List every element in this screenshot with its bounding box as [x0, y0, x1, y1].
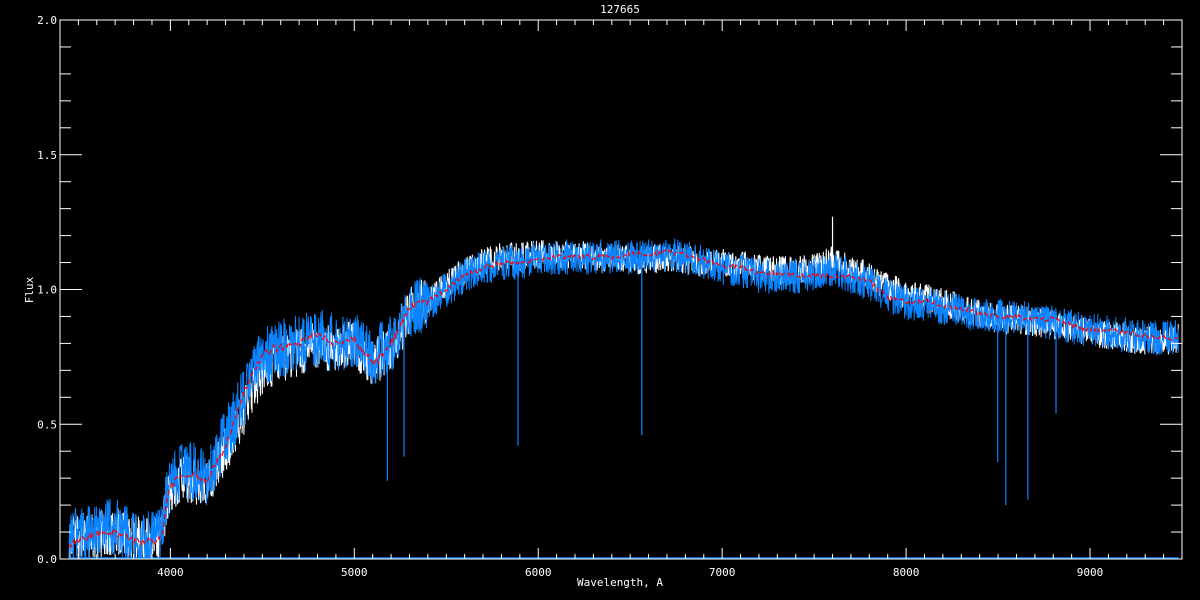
y-tick-label: 0.5 — [37, 418, 57, 431]
series-2 — [68, 248, 1178, 549]
series-line-0 — [68, 240, 1179, 560]
y-tick-label: 1.0 — [37, 284, 57, 297]
series-line-1 — [68, 238, 1179, 560]
series-layer — [68, 216, 1179, 560]
x-axis-label: Wavelength, A — [577, 576, 663, 589]
x-tick-label: 4000 — [157, 566, 184, 579]
series-0 — [68, 240, 1179, 560]
series-line-2 — [68, 248, 1178, 549]
x-tick-label: 9000 — [1077, 566, 1104, 579]
y-axis-label: Flux — [23, 276, 36, 303]
x-tick-label: 8000 — [893, 566, 920, 579]
series-1 — [68, 216, 1179, 560]
x-tick-label: 7000 — [709, 566, 736, 579]
x-tick-label: 6000 — [525, 566, 552, 579]
plot-frame — [59, 19, 1183, 560]
y-tick-label: 2.0 — [37, 14, 57, 27]
chart-title: 127665 — [600, 3, 640, 16]
y-tick-label: 0.0 — [37, 553, 57, 566]
y-tick-label: 1.5 — [37, 149, 57, 162]
x-tick-label: 5000 — [341, 566, 368, 579]
axes-layer: 4000 5000 6000 7000 8000 9000 0.0 0.5 1.0 1.5 2.0 — [37, 14, 1183, 579]
